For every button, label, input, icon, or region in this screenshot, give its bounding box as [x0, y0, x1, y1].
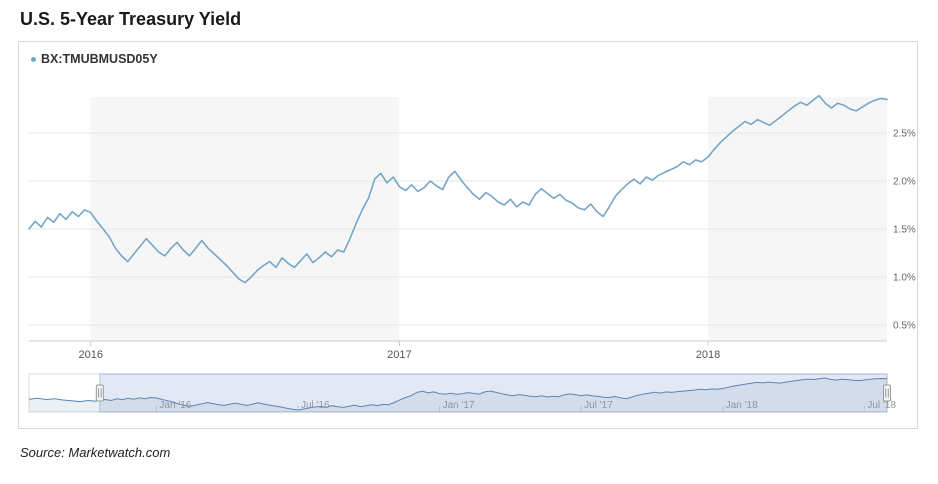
axis-label: 1.0% [893, 272, 916, 283]
axis-label: Jan '16 [159, 400, 191, 411]
year-shading-band [708, 97, 887, 341]
axis-label: Jul '16 [301, 400, 330, 411]
year-shading-band [90, 97, 400, 341]
axis-label: Jan '18 [726, 400, 758, 411]
series-marker-icon [31, 56, 36, 62]
navigator-handle-left[interactable] [95, 384, 104, 402]
chart-container: BX:TMUBMUSD05Y 0.5% 1.0% 1.5% 2.0% 2.5% 2016 2… [18, 41, 918, 429]
axis-label: 2.5% [893, 128, 916, 139]
axis-label: 0.5% [893, 320, 916, 331]
yield-chart-svg[interactable]: 0.5% 1.0% 1.5% 2.0% 2.5% 2016 2017 2018 Jan '16 J… [19, 42, 917, 428]
axis-label: Jan '17 [443, 400, 475, 411]
axis-label: 2017 [387, 349, 411, 361]
navigator-line [28, 377, 888, 411]
legend[interactable]: BX:TMUBMUSD05Y [31, 52, 158, 66]
series-symbol-label: BX:TMUBMUSD05Y [41, 52, 158, 66]
page-title: U.S. 5-Year Treasury Yield [20, 9, 242, 29]
source-note: Source: Marketwatch.com [20, 445, 171, 460]
axis-label: 2016 [78, 349, 102, 361]
axis-label: 1.5% [893, 224, 916, 235]
axis-label: 2018 [696, 349, 720, 361]
axis-label: Jul '18 [867, 400, 896, 411]
axis-label: 2.0% [893, 176, 916, 187]
navigator-selection[interactable] [99, 373, 888, 413]
navigator-area [29, 378, 887, 412]
page: U.S. 5-Year Treasury Yield BX:TMUBMUSD05… [18, 9, 918, 460]
axis-label: Jul '17 [584, 400, 613, 411]
yield-line [28, 94, 888, 284]
navigator-handle-right[interactable] [883, 384, 891, 402]
